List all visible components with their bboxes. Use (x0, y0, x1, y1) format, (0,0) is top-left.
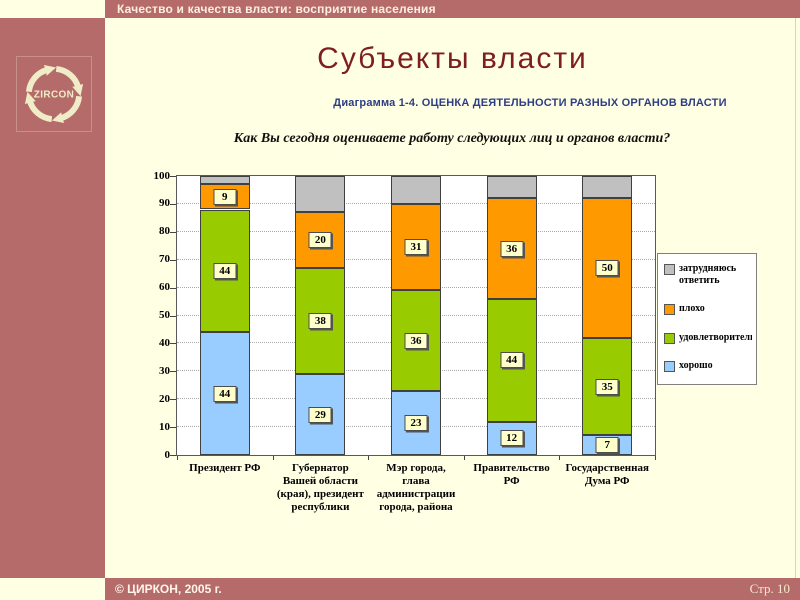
legend-item-label: хорошо (679, 359, 713, 371)
x-axis-tick (272, 456, 274, 460)
bar-value-label: 44 (500, 352, 524, 369)
y-axis-tick (170, 231, 176, 233)
chart-legend: затрудняюсь ответить плохо удовлетворитель… (657, 253, 757, 385)
y-axis-tick (170, 371, 176, 373)
y-axis-label: 30 (159, 364, 170, 377)
legend-item-label: удовлетворительно (679, 331, 752, 343)
x-axis-label: Правительство РФ (473, 462, 550, 487)
x-axis-tick (559, 456, 561, 460)
page-number: Стр. 10 (749, 581, 790, 596)
legend-item: плохо (664, 303, 752, 316)
bar-column: 12 44 36 (486, 176, 537, 455)
bar-segment (391, 176, 441, 204)
y-axis-tick (170, 343, 176, 345)
y-axis-label: 60 (159, 281, 170, 294)
y-axis-tick (170, 259, 176, 261)
footer-bar: © ЦИРКОН, 2005 г. Стр. 10 (105, 578, 800, 600)
x-axis-label: Губернатор Вашей области (края), президент… (276, 462, 364, 513)
legend-swatch (664, 332, 675, 344)
bar-value-label: 29 (308, 406, 332, 423)
y-axis-label: 40 (159, 336, 170, 349)
bar-value-label: 23 (404, 414, 428, 431)
legend-item: хорошо (664, 360, 752, 372)
zircon-logo-text: ZIRCON (34, 89, 75, 100)
y-axis-label: 70 (159, 253, 170, 266)
bar-value-label: 31 (404, 239, 428, 256)
bar-segment (582, 337, 633, 436)
bar-value-label: 44 (213, 262, 237, 279)
y-axis-label: 10 (159, 420, 170, 433)
legend-item: удовлетворительно (664, 332, 752, 344)
chart-question: Как Вы сегодня оцениваете работу следующ… (233, 131, 671, 146)
y-axis-tick (170, 399, 176, 401)
bar-value-label: 7 (595, 437, 619, 454)
x-axis-tick (177, 456, 178, 460)
bar-column: 44 44 9 (199, 176, 250, 455)
y-axis-tick (170, 315, 176, 317)
zircon-logo: ZIRCON (16, 56, 92, 132)
y-axis-label: 20 (159, 392, 170, 405)
slide-title: Субъекты власти (317, 42, 588, 75)
bar-value-label: 35 (595, 378, 619, 395)
y-axis-label: 0 (164, 448, 171, 461)
bar-value-label: 9 (213, 188, 237, 205)
legend-item-label: затрудняюсь ответить (679, 263, 737, 286)
y-axis-label: 50 (159, 309, 170, 321)
bar-segment (582, 176, 633, 199)
x-axis-tick (463, 456, 465, 460)
zircon-logo-icon: ZIRCON (24, 64, 84, 124)
legend-item: затрудняюсь ответить (664, 263, 752, 287)
y-axis-label: 100 (153, 169, 171, 182)
bar-value-label: 36 (404, 332, 428, 349)
y-axis-tick (170, 455, 176, 456)
chart-heading: Диаграмма 1-4. ОЦЕНКА ДЕЯТЕЛЬНОСТИ РАЗНЫ… (333, 97, 727, 109)
bar-segment (199, 176, 250, 185)
bar-segment (295, 176, 346, 213)
legend-swatch (664, 304, 675, 316)
bar-segment (295, 212, 346, 269)
bar-value-label: 50 (595, 260, 619, 277)
bar-value-label: 36 (500, 240, 524, 257)
slide-right-edge (795, 18, 796, 578)
y-axis-tick (170, 427, 176, 429)
bar-value-label: 38 (308, 313, 332, 330)
bar-column: 23 36 31 (391, 176, 441, 455)
x-axis-label: Мэр города, глава администрации города, рай… (376, 462, 456, 513)
footer-copyright: © ЦИРКОН, 2005 г. (115, 582, 222, 596)
bar-value-label: 12 (500, 430, 524, 447)
y-axis-tick (170, 287, 176, 289)
legend-item-label: плохо (679, 303, 705, 315)
x-axis-label: Государственная Дума РФ (565, 462, 649, 487)
sidebar: ZIRCON (0, 18, 105, 578)
bar-column: 7 35 50 (582, 176, 633, 455)
bar-column: 29 38 20 (295, 176, 346, 455)
y-axis-tick (170, 203, 176, 205)
y-axis-label: 90 (159, 197, 170, 210)
header-bar: Качество и качества власти: восприятие н… (105, 0, 800, 18)
bar-segment (486, 176, 537, 199)
x-axis-tick (655, 456, 656, 460)
legend-swatch (664, 360, 675, 372)
bar-value-label: 20 (308, 232, 332, 249)
chart-plot: 44 44 9 29 38 20 23 36 31 12 44 36 7 35 50 (176, 175, 656, 456)
x-axis-tick (368, 456, 370, 460)
legend-swatch (664, 264, 675, 275)
header-title: Качество и качества власти: восприятие н… (117, 2, 436, 16)
y-axis-label: 80 (159, 225, 170, 238)
x-axis-label: Президент РФ (189, 462, 261, 474)
y-axis-tick (170, 176, 176, 177)
bar-value-label: 44 (213, 385, 237, 402)
